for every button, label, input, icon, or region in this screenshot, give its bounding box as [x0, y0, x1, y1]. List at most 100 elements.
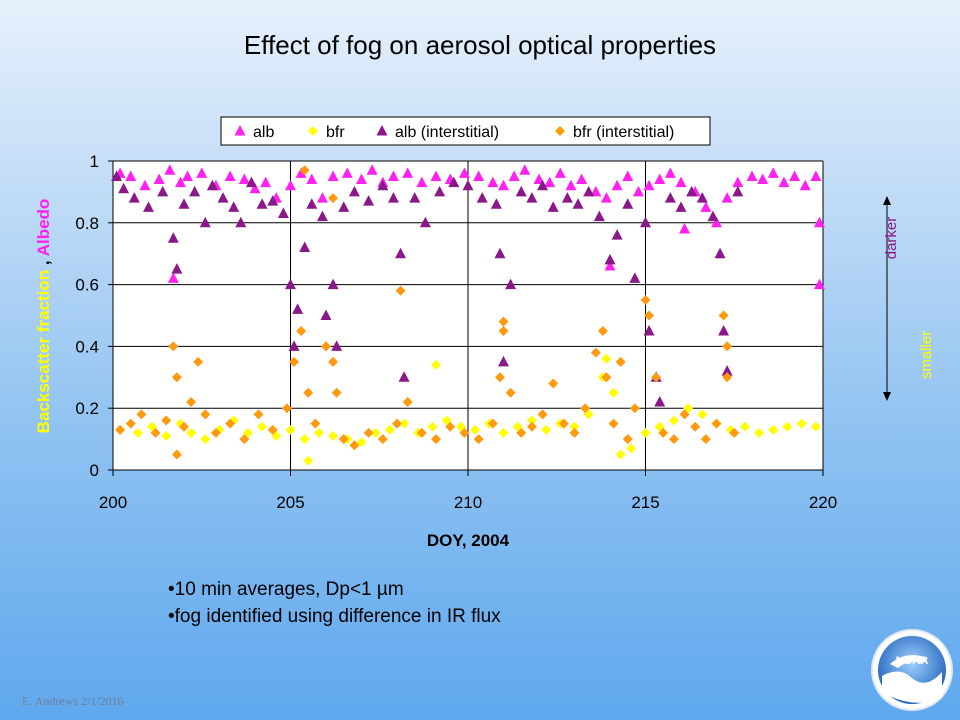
data-point: [225, 418, 236, 429]
data-point: [245, 176, 257, 188]
data-point: [601, 372, 612, 383]
data-point: [416, 176, 428, 188]
data-point: [654, 396, 666, 407]
data-point: [690, 421, 701, 432]
data-point: [462, 179, 474, 191]
data-point: [626, 443, 637, 454]
data-point: [161, 415, 172, 426]
data-point: [675, 201, 687, 212]
note-averages: •10 min averages, Dp<1 µm: [168, 579, 404, 600]
data-point: [387, 192, 399, 203]
data-point: [299, 165, 310, 176]
data-point: [632, 185, 644, 197]
x-axis-label: DOY, 2004: [427, 531, 510, 550]
legend-label: bfr: [326, 124, 345, 141]
data-point: [640, 216, 651, 228]
data-point: [679, 222, 691, 234]
data-point: [331, 340, 343, 351]
data-point: [377, 179, 389, 191]
data-point: [363, 195, 375, 206]
x-tick-label: 200: [99, 493, 127, 512]
data-point: [644, 310, 655, 321]
data-point: [537, 409, 548, 420]
data-point: [608, 387, 619, 398]
data-point: [328, 193, 339, 204]
data-point: [622, 170, 634, 181]
data-point: [796, 418, 807, 429]
data-point: [458, 167, 470, 178]
data-point: [768, 424, 779, 435]
data-point: [494, 247, 506, 259]
data-point: [431, 434, 442, 445]
data-point: [561, 192, 573, 203]
data-point: [515, 185, 527, 197]
note-fog-method: •fog identified using difference in IR f…: [168, 606, 501, 627]
data-point: [186, 427, 197, 438]
legend-marker: [376, 125, 388, 136]
data-point: [700, 201, 712, 212]
data-point: [473, 434, 484, 445]
data-point: [789, 170, 801, 181]
x-tick-label: 220: [809, 493, 837, 512]
data-point: [498, 325, 509, 336]
data-point: [508, 170, 520, 181]
data-point: [387, 170, 399, 181]
data-point: [257, 421, 268, 432]
data-point: [206, 179, 218, 191]
data-point: [767, 167, 779, 178]
data-point: [398, 371, 410, 382]
data-point: [395, 285, 406, 296]
data-point: [295, 167, 307, 178]
data-point: [384, 424, 395, 435]
data-point: [253, 409, 264, 420]
data-point: [303, 455, 314, 466]
data-point: [416, 427, 427, 438]
data-point: [732, 185, 744, 197]
data-point: [171, 263, 183, 274]
data-point: [402, 397, 413, 408]
data-point: [572, 198, 584, 209]
data-point: [289, 356, 300, 367]
y-tick-label: 0.6: [75, 276, 99, 295]
data-point: [810, 421, 821, 432]
data-point: [306, 198, 318, 209]
data-point: [267, 424, 278, 435]
data-point: [136, 409, 147, 420]
data-point: [604, 260, 616, 271]
data-point: [296, 325, 307, 336]
data-point: [615, 449, 626, 460]
data-point: [210, 427, 221, 438]
data-point: [267, 195, 279, 206]
data-point: [711, 216, 722, 228]
data-point: [427, 421, 438, 432]
data-point: [419, 216, 431, 228]
data-point: [331, 387, 342, 398]
data-point: [565, 179, 577, 191]
data-point: [179, 421, 189, 432]
data-point: [498, 427, 509, 438]
legend: [220, 116, 711, 146]
data-point: [675, 176, 687, 188]
data-point: [494, 372, 505, 383]
data-point: [732, 176, 744, 188]
data-point: [303, 387, 314, 398]
svg-text:NOAA: NOAA: [896, 655, 928, 667]
legend-marker: [234, 125, 246, 136]
data-point: [189, 185, 201, 197]
x-tick-label: 210: [454, 493, 482, 512]
data-point: [799, 179, 811, 191]
y-tick-label: 1: [90, 152, 99, 171]
data-point: [498, 179, 509, 191]
data-point: [153, 173, 165, 185]
data-point: [285, 424, 296, 435]
data-point: [721, 192, 733, 203]
data-point: [299, 434, 310, 445]
data-point: [711, 418, 722, 429]
data-point: [430, 170, 442, 181]
data-point: [643, 179, 655, 191]
data-point: [174, 176, 186, 188]
up-arrow-icon: [883, 196, 891, 205]
data-point: [167, 232, 179, 243]
data-point: [516, 427, 527, 438]
footer-author-date: E. Andrews 2/1/2016: [22, 694, 124, 708]
